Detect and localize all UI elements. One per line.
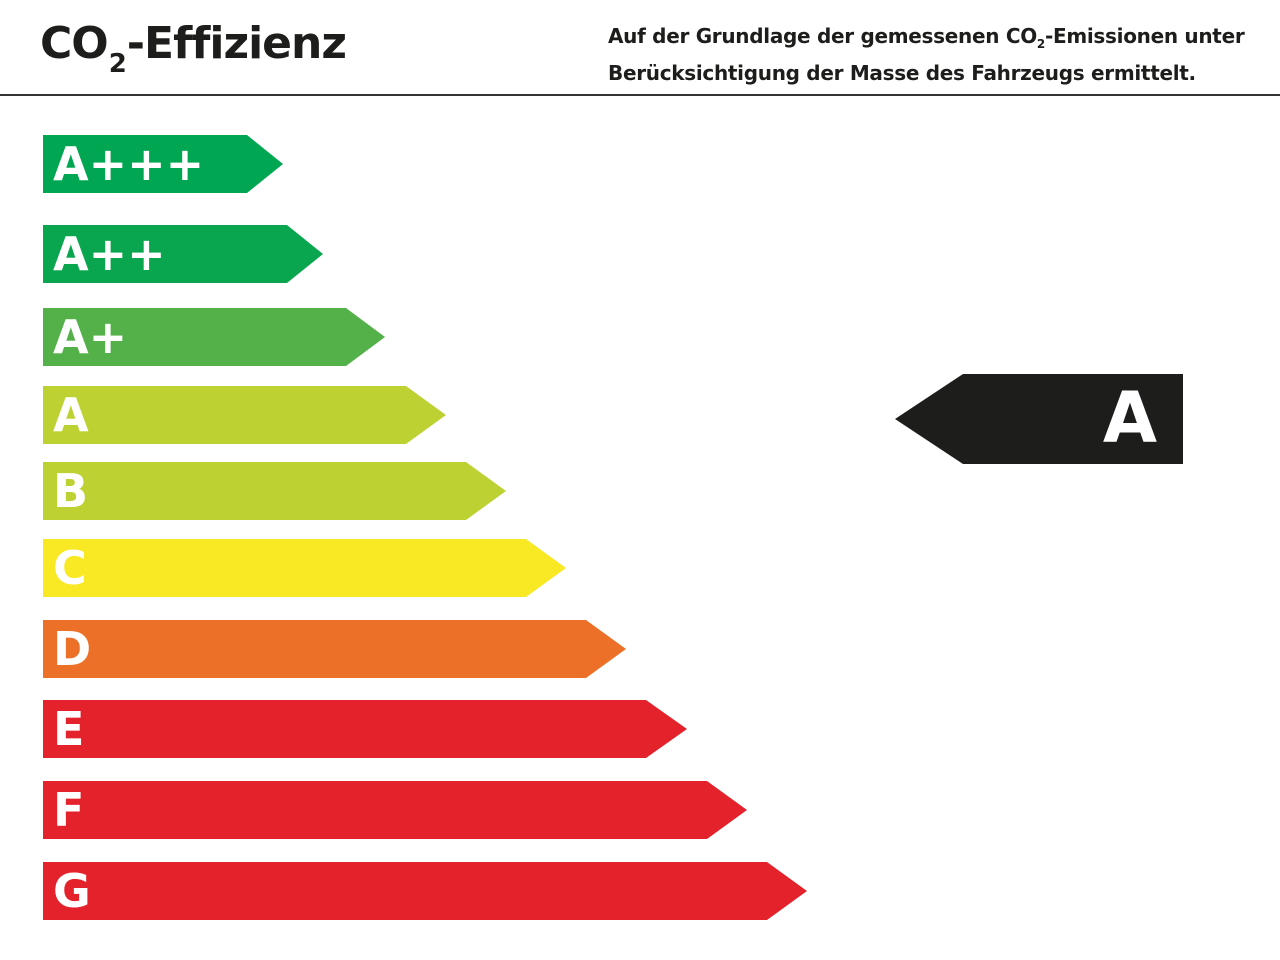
indicator-arrow — [895, 374, 1183, 464]
class-arrow — [43, 308, 385, 366]
class-label: A — [53, 388, 89, 442]
class-label: G — [53, 864, 91, 918]
class-arrow — [43, 781, 747, 839]
class-label: F — [53, 783, 84, 837]
class-bar-g: G — [43, 862, 807, 920]
indicator-label: A — [1103, 377, 1157, 459]
class-bar-aplusplusplus: A+++ — [43, 135, 283, 193]
class-bar-a: A — [43, 386, 446, 444]
class-arrow — [43, 620, 626, 678]
class-arrow — [43, 700, 687, 758]
class-label: D — [53, 622, 91, 676]
rating-indicator: A — [895, 374, 1183, 464]
page-title: CO2-Effizienz — [40, 18, 347, 79]
class-label: B — [53, 464, 88, 518]
class-bar-c: C — [43, 539, 566, 597]
class-arrow — [43, 225, 323, 283]
class-arrow — [43, 135, 283, 193]
class-label: C — [53, 541, 87, 595]
class-arrow — [43, 539, 566, 597]
class-bar-f: F — [43, 781, 747, 839]
class-arrow — [43, 386, 446, 444]
class-bar-e: E — [43, 700, 687, 758]
description: Auf der Grundlage der gemessenen CO2-Emi… — [608, 24, 1245, 85]
class-label: A++ — [53, 227, 166, 281]
class-bar-aplus: A+ — [43, 308, 385, 366]
class-bar-b: B — [43, 462, 506, 520]
class-arrow — [43, 862, 807, 920]
class-label: A+++ — [53, 137, 204, 191]
class-label: E — [53, 702, 84, 756]
class-bar-d: D — [43, 620, 626, 678]
header-divider — [0, 94, 1280, 96]
class-arrow — [43, 462, 506, 520]
class-bar-aplusplus: A++ — [43, 225, 323, 283]
class-label: A+ — [53, 310, 127, 364]
